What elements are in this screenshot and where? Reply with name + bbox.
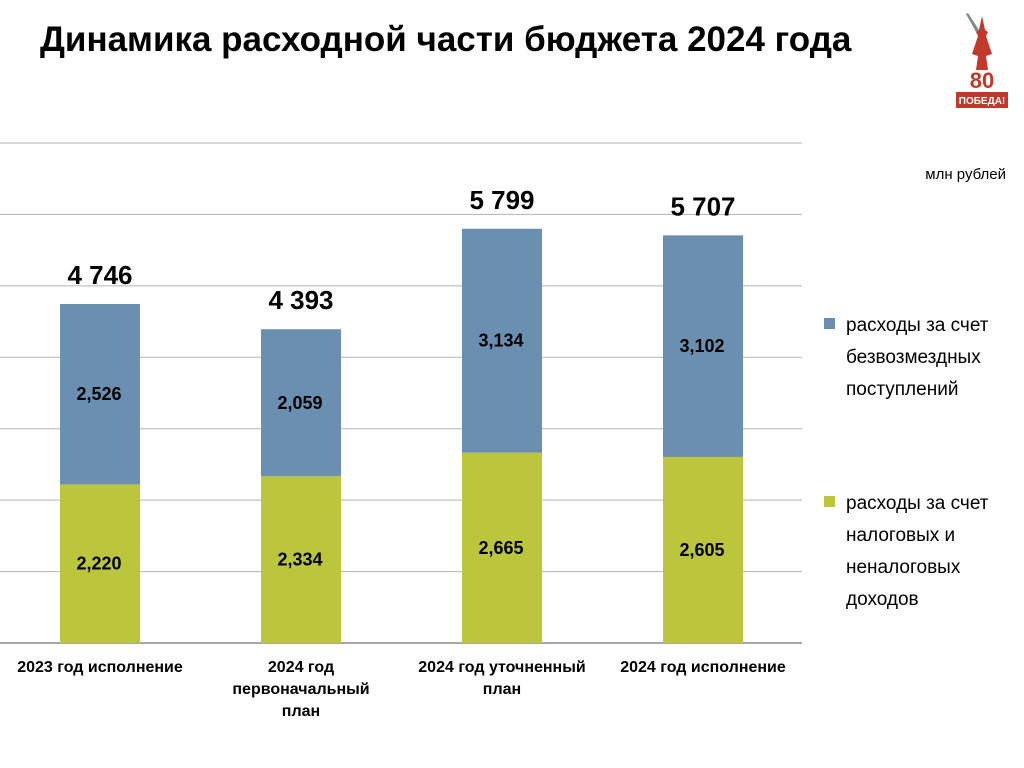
bar-total-label: 4 393 <box>268 285 333 315</box>
bar-value-label: 2,665 <box>478 538 523 558</box>
bar-total-label: 5 707 <box>670 191 735 221</box>
bar-segment <box>261 329 341 477</box>
bar-segment <box>261 476 341 643</box>
bar-value-label: 2,334 <box>277 550 322 570</box>
emblem-text: ПОБЕДА! <box>959 96 1006 107</box>
category-label: 2024 год первоначальный план <box>232 659 370 720</box>
legend-label-own-revenue: расходы за счет налоговых и неналоговых … <box>846 493 989 610</box>
victory-80-emblem-icon: 80 ПОБЕДА! <box>956 13 1008 108</box>
legend-swatch-own-revenue <box>824 496 835 507</box>
bar-segment <box>663 456 743 643</box>
bar-segment <box>663 235 743 457</box>
bar-segment <box>60 304 140 485</box>
bar-segment <box>462 228 542 453</box>
bar-value-label: 2,605 <box>679 540 724 560</box>
bar-segment <box>462 452 542 643</box>
bar-value-label: 3,134 <box>478 331 523 351</box>
bar-segment <box>60 484 140 643</box>
page-title: Динамика расходной части бюджета 2024 го… <box>40 20 852 59</box>
legend-label-transfers: расходы за счет безвозмездных поступлени… <box>846 315 989 400</box>
emblem-number: 80 <box>970 68 994 93</box>
category-label: 2024 год уточненный план <box>418 659 586 698</box>
bar-total-label: 4 746 <box>67 260 132 290</box>
category-label: 2024 год исполнение <box>620 659 786 676</box>
bar-total-label: 5 799 <box>469 185 534 215</box>
category-label: 2023 год исполнение <box>17 659 183 676</box>
unit-label: млн рублей <box>925 166 1006 183</box>
bar-value-label: 2,220 <box>76 554 121 574</box>
bar-value-label: 2,526 <box>76 384 121 404</box>
legend-swatch-transfers <box>824 318 835 329</box>
bar-value-label: 3,102 <box>679 336 724 356</box>
bar-value-label: 2,059 <box>277 393 322 413</box>
